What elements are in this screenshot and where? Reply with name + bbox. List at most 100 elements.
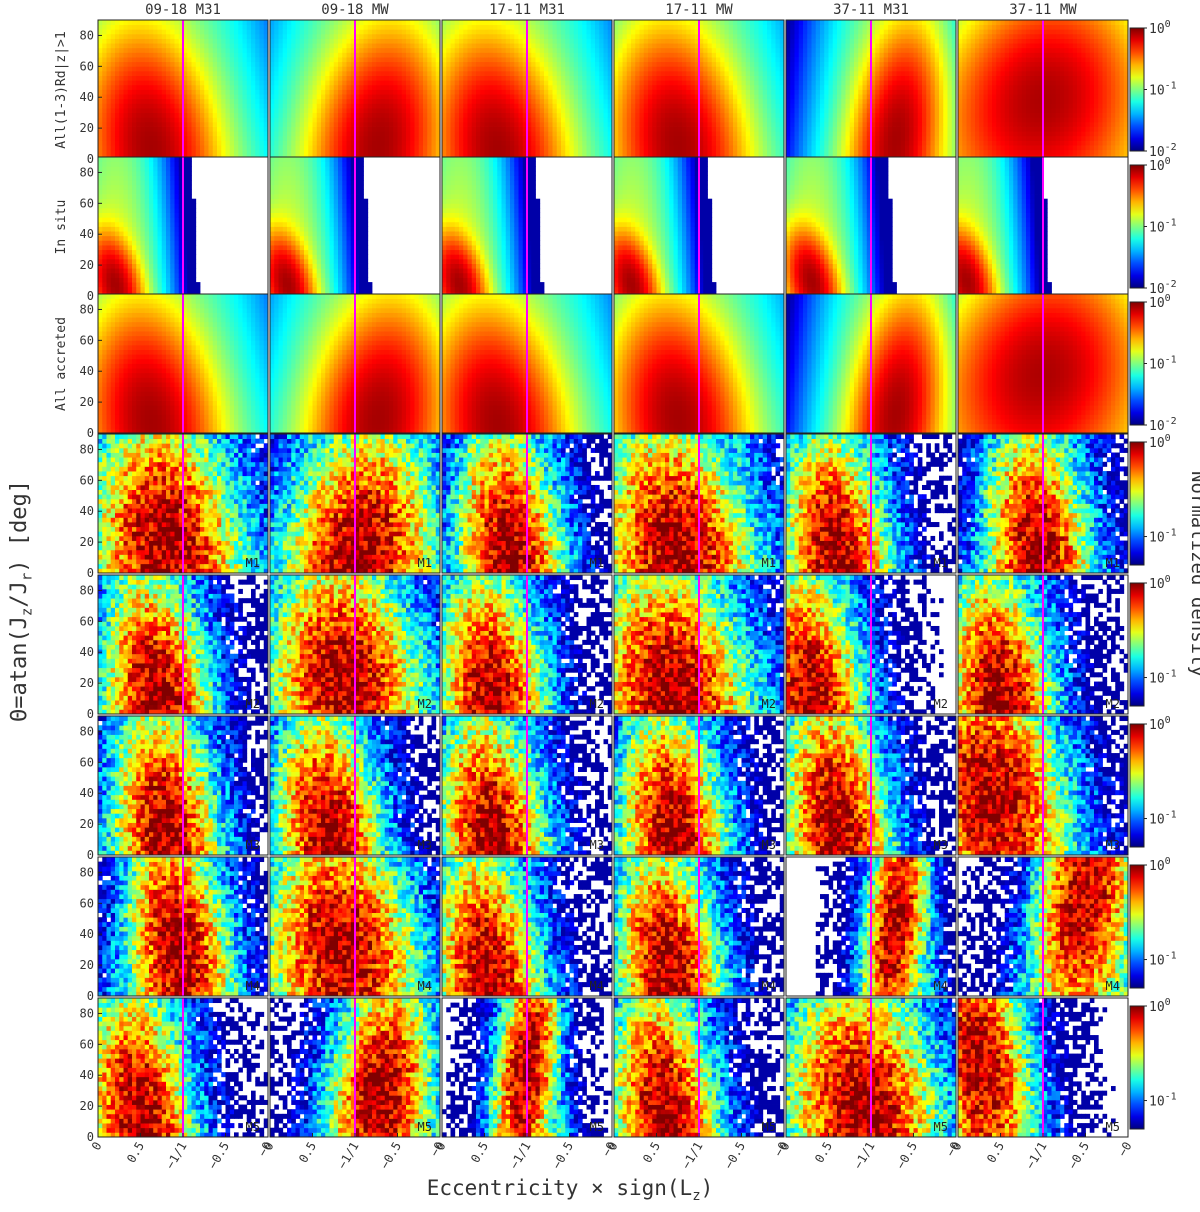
heatmap-cell	[385, 43, 390, 48]
heatmap-cell	[368, 66, 373, 71]
heatmap-cell	[145, 90, 150, 95]
heatmap-cell	[321, 127, 326, 132]
heatmap-cell	[115, 122, 120, 127]
heatmap-cell	[270, 71, 275, 76]
heatmap-cell	[209, 127, 214, 132]
heatmap-cell	[364, 113, 369, 118]
heatmap-cell	[251, 43, 256, 48]
heatmap-cell	[334, 20, 339, 25]
heatmap-cell	[389, 62, 394, 67]
heatmap-cell	[128, 150, 133, 155]
heatmap-cell	[317, 99, 322, 104]
heatmap-cell	[238, 94, 243, 99]
heatmap-cell	[209, 57, 214, 62]
heatmap-cell	[238, 80, 243, 85]
heatmap-cell	[102, 66, 107, 71]
heatmap-cell	[243, 127, 248, 132]
heatmap-cell	[376, 39, 381, 44]
heatmap-cell	[393, 85, 398, 90]
heatmap-cell	[213, 145, 218, 150]
heatmap-cell	[196, 66, 201, 71]
heatmap-cell	[342, 29, 347, 34]
heatmap-cell	[308, 113, 313, 118]
heatmap-cell	[317, 85, 322, 90]
heatmap-cell	[158, 145, 163, 150]
heatmap-cell	[221, 25, 226, 30]
heatmap-cell	[187, 99, 192, 104]
heatmap-cell	[300, 48, 305, 53]
heatmap-cell	[251, 150, 256, 155]
heatmap-cell	[153, 127, 158, 132]
heatmap-cell	[238, 29, 243, 34]
heatmap-cell	[230, 52, 235, 57]
heatmap-cell	[141, 94, 146, 99]
heatmap-cell	[304, 85, 309, 90]
heatmap-cell	[200, 150, 205, 155]
heatmap-cell	[296, 62, 301, 67]
heatmap-cell	[213, 85, 218, 90]
heatmap-cell	[175, 76, 180, 81]
heatmap-cell	[128, 145, 133, 150]
heatmap-cell	[217, 66, 222, 71]
heatmap-cell	[398, 94, 403, 99]
heatmap-cell	[270, 25, 275, 30]
heatmap-cell	[230, 29, 235, 34]
heatmap-cell	[149, 39, 154, 44]
heatmap-cell	[317, 103, 322, 108]
heatmap-cell	[334, 131, 339, 136]
heatmap-cell	[170, 94, 175, 99]
heatmap-cell	[389, 140, 394, 145]
heatmap-cell	[98, 145, 103, 150]
heatmap-cell	[296, 76, 301, 81]
heatmap-cell	[226, 136, 231, 141]
heatmap-cell	[381, 113, 386, 118]
heatmap-cell	[213, 90, 218, 95]
heatmap-cell	[107, 20, 112, 25]
heatmap-cell	[196, 76, 201, 81]
heatmap-cell	[145, 66, 150, 71]
heatmap-cell	[136, 57, 141, 62]
heatmap-cell	[300, 80, 305, 85]
heatmap-cell	[166, 80, 171, 85]
heatmap-cell	[313, 122, 318, 127]
heatmap-cell	[364, 80, 369, 85]
heatmap-cell	[260, 39, 265, 44]
heatmap-cell	[260, 71, 265, 76]
heatmap-cell	[221, 108, 226, 113]
heatmap-cell	[342, 136, 347, 141]
heatmap-cell	[255, 117, 260, 122]
heatmap-cell	[342, 103, 347, 108]
heatmap-cell	[128, 113, 133, 118]
heatmap-cell	[270, 150, 275, 155]
heatmap-cell	[342, 76, 347, 81]
heatmap-cell	[192, 48, 197, 53]
heatmap-cell	[283, 99, 288, 104]
heatmap-cell	[364, 140, 369, 145]
heatmap-cell	[153, 29, 158, 34]
heatmap-cell	[136, 39, 141, 44]
heatmap-cell	[389, 76, 394, 81]
heatmap-cell	[217, 99, 222, 104]
heatmap-cell	[270, 80, 275, 85]
heatmap-cell	[213, 62, 218, 67]
heatmap-cell	[325, 25, 330, 30]
heatmap-cell	[196, 29, 201, 34]
heatmap-cell	[128, 48, 133, 53]
heatmap-cell	[325, 127, 330, 132]
heatmap-cell	[368, 25, 373, 30]
heatmap-cell	[221, 122, 226, 127]
heatmap-cell	[234, 136, 239, 141]
heatmap-cell	[359, 131, 364, 136]
heatmap-cell	[389, 131, 394, 136]
heatmap-cell	[204, 94, 209, 99]
heatmap-cell	[385, 122, 390, 127]
heatmap-cell	[296, 85, 301, 90]
heatmap-cell	[192, 85, 197, 90]
heatmap-cell	[270, 90, 275, 95]
heatmap-cell	[107, 90, 112, 95]
heatmap-cell	[111, 131, 116, 136]
heatmap-cell	[317, 122, 322, 127]
heatmap-cell	[107, 136, 112, 141]
heatmap-cell	[204, 113, 209, 118]
heatmap-cell	[325, 136, 330, 141]
